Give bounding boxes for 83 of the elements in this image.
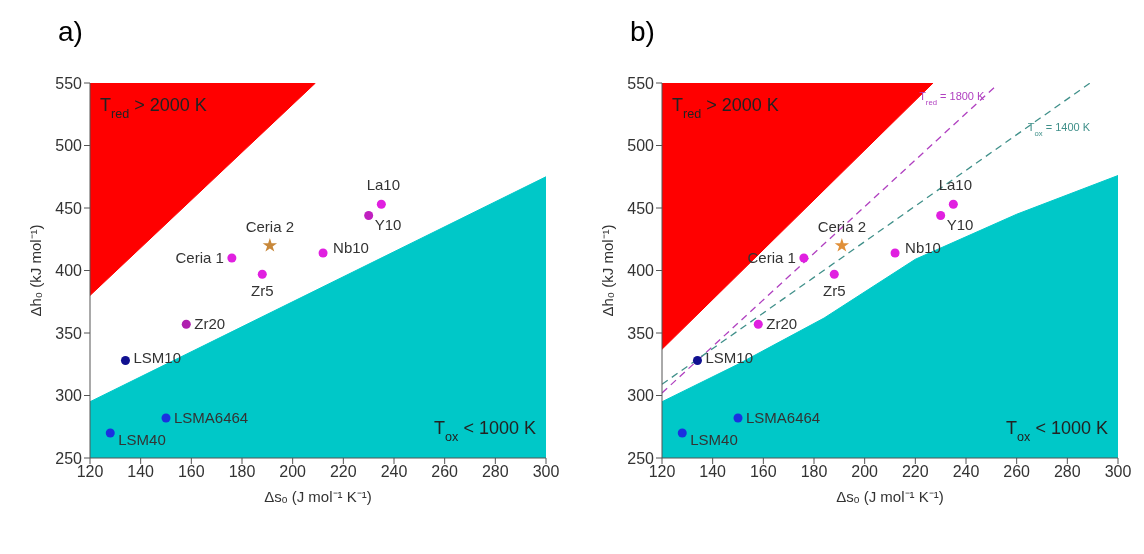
annotation: LSM10 — [133, 348, 181, 366]
y-tick-label: 450 — [627, 199, 655, 217]
x-axis-title: Δsₒ (J mol⁻¹ K⁻¹) — [836, 488, 944, 505]
y-axis-title: Δh₀ (kJ mol⁻¹) — [599, 224, 617, 317]
annotation: T$_{red}$ > 2000 K — [672, 95, 779, 121]
y-tick-label: 500 — [55, 137, 83, 155]
point — [799, 253, 809, 263]
x-tick-label: 240 — [380, 463, 408, 481]
annotation: T$_{ox}$ < 1000 K — [434, 418, 536, 444]
x-tick-label: 280 — [481, 463, 509, 481]
annotation: LSM40 — [118, 431, 166, 448]
annotation: Ceria 2 — [817, 217, 867, 235]
x-tick-label: 160 — [749, 463, 777, 481]
point — [318, 248, 328, 258]
y-tick-label: 300 — [55, 387, 83, 405]
point — [936, 210, 946, 221]
x-tick-label: 140 — [699, 463, 727, 481]
point — [948, 199, 958, 209]
chart-title: a) — [58, 16, 83, 48]
annotation: LSM10 — [705, 348, 753, 366]
annotation: La10 — [938, 176, 973, 194]
point — [834, 237, 850, 252]
annotation: Y10 — [374, 215, 402, 233]
x-tick-label: 260 — [431, 463, 459, 481]
annotation: Nb10 — [905, 239, 941, 256]
annotation: T$_{ox}$ < 1000 K — [1006, 418, 1108, 444]
annotation: Ceria 1 — [175, 249, 224, 266]
point — [733, 413, 743, 423]
y-tick-label: 450 — [55, 199, 83, 217]
x-tick-label: 120 — [648, 463, 676, 481]
annotation: T$_{red}$ > 2000 K — [100, 95, 207, 121]
x-tick-label: 120 — [76, 463, 104, 481]
x-tick-label: 160 — [177, 463, 205, 481]
annotation: Zr20 — [194, 315, 226, 333]
x-tick-label: 300 — [1104, 463, 1132, 481]
x-tick-label: 200 — [279, 463, 307, 481]
annotation: LSMA6464 — [746, 409, 821, 426]
x-axis-title: Δsₒ (J mol⁻¹ K⁻¹) — [264, 488, 372, 505]
point — [829, 269, 839, 279]
point — [364, 210, 374, 221]
x-tick-label: 220 — [901, 463, 929, 481]
x-tick-label: 220 — [329, 463, 357, 481]
x-tick-label: 180 — [228, 463, 256, 481]
y-tick-label: 400 — [627, 262, 655, 280]
y-tick-label: 550 — [627, 74, 655, 92]
y-tick-label: 550 — [55, 74, 83, 92]
annotation: LSM40 — [690, 431, 738, 448]
x-tick-label: 180 — [800, 463, 828, 481]
annotation: T$_{red}$ = 1800 K — [919, 89, 986, 106]
point — [376, 199, 386, 209]
x-tick-label: 140 — [127, 463, 155, 481]
annotation: Nb10 — [333, 239, 369, 256]
point — [677, 428, 687, 438]
point — [105, 428, 115, 438]
y-tick-label: 350 — [55, 324, 83, 342]
x-tick-label: 240 — [952, 463, 980, 481]
y-tick-label: 300 — [627, 387, 655, 405]
chart-title: b) — [630, 16, 655, 48]
x-tick-label: 300 — [532, 463, 560, 481]
point — [692, 355, 702, 366]
point — [181, 319, 191, 329]
annotation: Zr20 — [766, 315, 798, 333]
x-tick-label: 260 — [1003, 463, 1031, 481]
y-tick-label: 400 — [55, 262, 83, 280]
y-axis-title: Δh₀ (kJ mol⁻¹) — [27, 224, 45, 317]
annotation: La10 — [366, 176, 401, 194]
point — [227, 253, 237, 263]
x-tick-label: 200 — [851, 463, 879, 481]
point — [753, 319, 763, 329]
annotation: Zr5 — [251, 282, 274, 300]
point — [257, 269, 267, 279]
annotation: T$_{ox}$ = 1400 K — [1027, 121, 1091, 138]
annotation: LSMA6464 — [174, 409, 249, 426]
annotation: Y10 — [946, 215, 974, 233]
annotation: Zr5 — [823, 282, 846, 300]
point — [890, 248, 900, 258]
point — [161, 413, 171, 423]
annotation: Ceria 2 — [245, 217, 295, 235]
y-tick-label: 500 — [627, 137, 655, 155]
point — [120, 355, 130, 366]
point — [262, 237, 278, 252]
y-tick-label: 350 — [627, 324, 655, 342]
x-tick-label: 280 — [1053, 463, 1081, 481]
